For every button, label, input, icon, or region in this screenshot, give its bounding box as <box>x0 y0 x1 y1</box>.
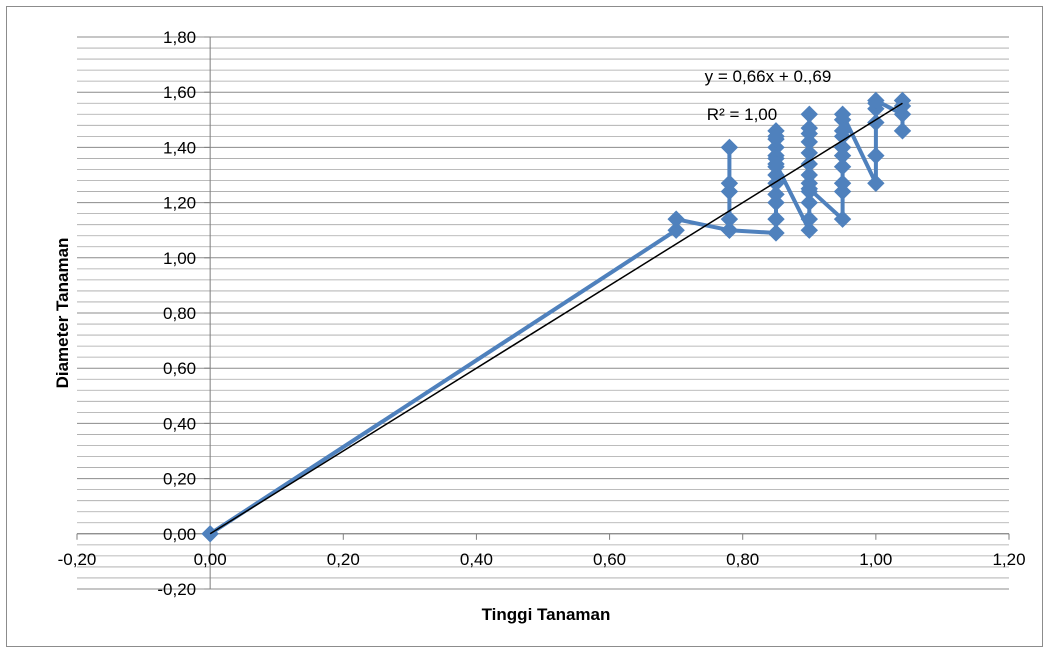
x-tick-label: 1,00 <box>859 550 892 569</box>
data-point <box>867 91 885 110</box>
data-point <box>800 105 818 123</box>
data-point <box>833 122 852 140</box>
y-tick-label: 1,40 <box>163 138 196 157</box>
data-point <box>667 210 685 228</box>
data-point <box>767 224 785 242</box>
data-point <box>720 221 739 239</box>
trendline-equation: y = 0,66x + 0.,69 <box>705 67 832 86</box>
data-point <box>893 91 912 110</box>
y-tick-label: 0,00 <box>163 525 196 544</box>
y-tick-label: 1,20 <box>163 194 196 213</box>
data-point <box>867 113 885 132</box>
y-tick-label: 0,80 <box>163 304 196 323</box>
gridlines <box>77 36 1009 590</box>
y-tick-label: 1,60 <box>163 83 196 102</box>
y-tick-label: -0,20 <box>157 580 196 599</box>
x-tick-label: 0,60 <box>593 550 626 569</box>
x-tick-label: 0,80 <box>726 550 759 569</box>
y-axis-title: Diameter Tanaman <box>53 238 72 389</box>
data-point <box>720 138 739 157</box>
data-point <box>767 127 785 146</box>
data-point <box>800 180 818 198</box>
data-point <box>893 122 912 140</box>
data-point <box>867 146 885 165</box>
y-tick-label: 0,20 <box>163 470 196 489</box>
y-tick-label: 1,00 <box>163 249 196 268</box>
y-tick-label: 0,40 <box>163 414 196 433</box>
x-tick-label: 0,20 <box>327 550 360 569</box>
series-layer <box>201 91 912 543</box>
chart-area <box>6 6 1043 647</box>
data-point <box>833 105 852 123</box>
y-tick-label: 0,60 <box>163 359 196 378</box>
y-tick-label: 1,80 <box>163 28 196 47</box>
data-point <box>833 174 852 192</box>
data-point <box>767 155 785 173</box>
data-point <box>800 221 818 239</box>
data-point <box>720 174 739 192</box>
data-point <box>767 185 785 204</box>
trendline-r-squared: R² = 1,00 <box>707 105 777 124</box>
trendline-layer <box>209 102 903 535</box>
data-point <box>867 174 885 192</box>
data-point <box>833 158 852 176</box>
x-tick-label: 1,20 <box>992 550 1025 569</box>
data-point <box>767 210 785 228</box>
data-point <box>800 193 818 212</box>
x-tick-label: -0,20 <box>58 550 97 569</box>
x-tick-label: 0,00 <box>194 550 227 569</box>
x-axis-title: Tinggi Tanaman <box>482 605 611 624</box>
data-point <box>667 221 685 239</box>
data-point <box>800 155 818 173</box>
data-point <box>800 119 818 137</box>
trendline <box>209 102 903 535</box>
x-tick-label: 0,40 <box>460 550 493 569</box>
data-point <box>800 210 818 228</box>
tick-labels: -0,20 0,00 0,20 0,40 0,60 0,80 1,00 1,20 1,40 1,6… <box>58 28 1026 599</box>
data-point <box>833 210 852 228</box>
